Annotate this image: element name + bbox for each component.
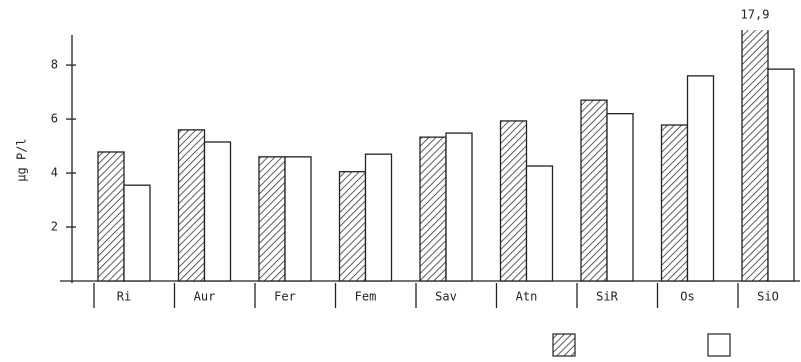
bars — [97, 30, 795, 282]
x-tick-label: SiR — [596, 290, 618, 304]
legend-swatch — [552, 333, 576, 357]
x-tick-label: SiO — [757, 290, 779, 304]
y-tick-label: 2 — [51, 220, 58, 234]
bar — [445, 132, 473, 282]
bar — [741, 30, 769, 282]
x-tick-label: Ri — [117, 290, 131, 304]
bar — [123, 184, 151, 282]
bar — [499, 120, 528, 282]
bar — [364, 153, 393, 282]
bar — [606, 113, 634, 282]
x-tick-label: Sav — [435, 290, 457, 304]
legend-swatch — [707, 333, 731, 357]
bar — [660, 124, 689, 282]
bar — [338, 171, 367, 282]
data-label: 17,9 — [741, 8, 770, 22]
x-tick-label: Aur — [194, 290, 216, 304]
bar — [284, 156, 312, 282]
x-tick-label: Os — [680, 290, 694, 304]
bar — [580, 99, 608, 282]
x-tick-label: Fem — [355, 290, 377, 304]
y-tick-label: 4 — [51, 166, 58, 180]
bar — [767, 68, 795, 282]
bar — [419, 136, 447, 282]
bar — [203, 141, 232, 282]
bar — [525, 165, 554, 282]
bar — [686, 75, 715, 282]
y-axis-label: µg P/l — [15, 138, 29, 181]
y-tick-label: 6 — [51, 112, 58, 126]
x-tick-label: Fer — [274, 290, 296, 304]
bar — [258, 156, 286, 282]
bar — [177, 129, 206, 282]
y-tick-label: 8 — [51, 58, 58, 72]
x-tick-label: Atn — [516, 290, 538, 304]
bar — [97, 151, 125, 282]
